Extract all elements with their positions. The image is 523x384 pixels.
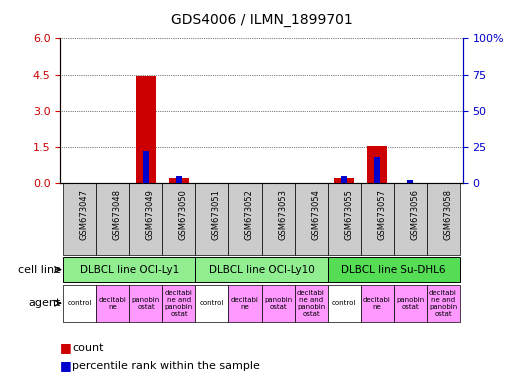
Bar [130,285,163,322]
Text: control: control [68,300,92,306]
Bar [176,176,182,183]
Bar [341,176,347,183]
Bar [196,285,229,322]
Text: control: control [332,300,356,306]
Text: GSM673050: GSM673050 [179,189,188,240]
Bar [327,257,460,282]
Bar [96,183,130,255]
Bar [136,76,156,183]
Text: control: control [200,300,224,306]
Text: GDS4006 / ILMN_1899701: GDS4006 / ILMN_1899701 [170,13,353,27]
Bar [294,285,327,322]
Text: percentile rank within the sample: percentile rank within the sample [72,361,260,371]
Text: decitabi
ne and
panobin
ostat: decitabi ne and panobin ostat [429,290,457,317]
Text: GSM673058: GSM673058 [443,189,452,240]
Text: decitabi
ne and
panobin
ostat: decitabi ne and panobin ostat [165,290,193,317]
Text: count: count [72,343,104,353]
Text: GSM673052: GSM673052 [245,189,254,240]
Bar [130,183,163,255]
Bar [262,285,294,322]
Bar [196,257,327,282]
Text: GSM673047: GSM673047 [80,189,89,240]
Text: GSM673051: GSM673051 [212,189,221,240]
Text: cell line: cell line [18,265,61,275]
Bar [163,285,196,322]
Bar [163,183,196,255]
Text: GSM673049: GSM673049 [146,189,155,240]
Bar [393,285,427,322]
Text: ■: ■ [60,341,72,354]
Bar [327,183,360,255]
Text: panobin
ostat: panobin ostat [132,297,160,310]
Bar [294,183,327,255]
Bar [427,285,460,322]
Bar [96,285,130,322]
Bar [262,183,294,255]
Text: agent: agent [28,298,61,308]
Text: decitabi
ne: decitabi ne [99,297,127,310]
Bar [360,183,393,255]
Text: GSM673056: GSM673056 [410,189,419,240]
Bar [334,178,354,183]
Bar [143,151,149,183]
Bar [196,183,229,255]
Bar [407,180,413,183]
Bar [229,285,262,322]
Bar [367,146,387,183]
Text: DLBCL line OCI-Ly1: DLBCL line OCI-Ly1 [80,265,179,275]
Bar [63,285,96,322]
Text: DLBCL line OCI-Ly10: DLBCL line OCI-Ly10 [209,265,314,275]
Text: ■: ■ [60,359,72,372]
Text: GSM673053: GSM673053 [278,189,287,240]
Bar [169,178,189,183]
Text: DLBCL line Su-DHL6: DLBCL line Su-DHL6 [342,265,446,275]
Text: decitabi
ne and
panobin
ostat: decitabi ne and panobin ostat [297,290,325,317]
Bar [374,157,380,183]
Text: panobin
ostat: panobin ostat [396,297,424,310]
Bar [427,183,460,255]
Text: GSM673048: GSM673048 [113,189,122,240]
Bar [229,183,262,255]
Text: decitabi
ne: decitabi ne [231,297,259,310]
Bar [327,285,360,322]
Text: decitabi
ne: decitabi ne [363,297,391,310]
Bar [63,183,96,255]
Bar [393,183,427,255]
Text: GSM673055: GSM673055 [344,189,353,240]
Bar [360,285,393,322]
Bar [63,257,196,282]
Text: panobin
ostat: panobin ostat [264,297,292,310]
Text: GSM673054: GSM673054 [311,189,320,240]
Text: GSM673057: GSM673057 [377,189,386,240]
